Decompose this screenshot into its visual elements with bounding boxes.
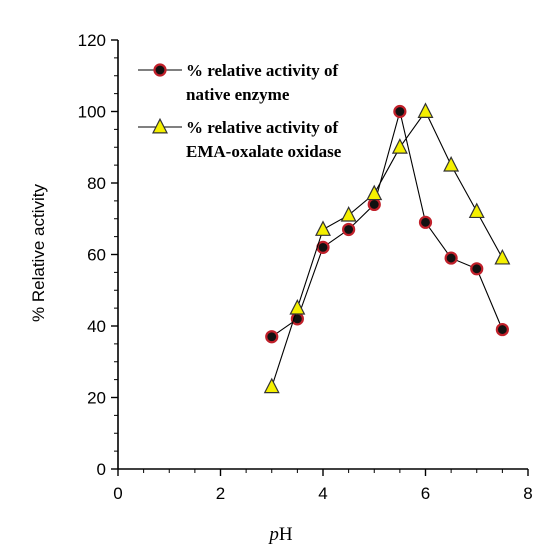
series-line [271, 110, 503, 387]
legend-label-line2: native enzyme [186, 85, 290, 104]
data-point [494, 248, 511, 265]
data-point [393, 104, 407, 119]
data-point [495, 322, 509, 337]
y-axis-label: % Relative activity [29, 184, 48, 322]
y-tick-label: 20 [87, 389, 106, 408]
legend-marker [153, 63, 167, 77]
data-point [468, 202, 485, 219]
legend-label-line1: % relative activity of [186, 61, 339, 80]
axes: 0 20 40 60 80 100 120 0 2 4 6 8 [78, 31, 533, 503]
y-tick-label: 100 [78, 103, 106, 122]
y-tick-label: 0 [97, 460, 106, 479]
data-point [316, 240, 330, 254]
data-point [289, 299, 306, 315]
legend-marker [152, 117, 168, 134]
legend-label-line1: % relative activity of [186, 118, 339, 137]
y-tick-label: 40 [87, 317, 106, 336]
x-tick-label: 8 [523, 484, 532, 503]
data-point [366, 184, 383, 201]
x-tick-label: 0 [113, 484, 122, 503]
series-layer [263, 102, 511, 394]
series-line [271, 111, 503, 338]
data-point [342, 222, 356, 237]
data-point [340, 206, 357, 222]
data-point [367, 197, 381, 212]
x-tick-label: 2 [216, 484, 225, 503]
data-point [443, 156, 460, 172]
x-tick-label: 4 [318, 484, 327, 503]
x-axis-label-rest: H [279, 524, 293, 545]
data-point [315, 220, 331, 236]
y-tick-label: 60 [87, 246, 106, 265]
x-axis-label: pH [267, 524, 293, 545]
x-tick-label: 6 [421, 484, 430, 503]
series-2 [263, 102, 511, 394]
y-tick-label: 80 [87, 174, 106, 193]
data-point [391, 138, 408, 154]
data-point [418, 215, 433, 229]
y-tick-label: 120 [78, 31, 106, 50]
x-axis-label-italic: p [267, 524, 279, 545]
data-point [470, 262, 484, 276]
data-point [444, 251, 458, 265]
legend-label-line2: EMA-oxalate oxidase [186, 142, 342, 161]
legend: % relative activity of native enzyme % rel… [138, 61, 342, 161]
data-point [265, 330, 279, 344]
data-point [263, 377, 280, 394]
data-point [417, 102, 434, 118]
